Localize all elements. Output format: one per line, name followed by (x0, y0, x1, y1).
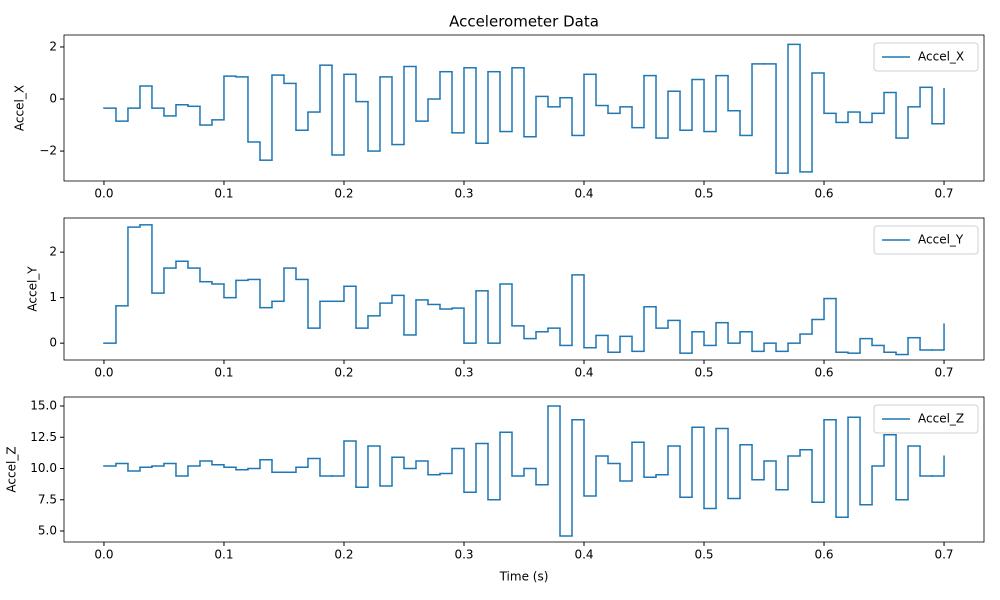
x-tick-label: 0.0 (94, 366, 113, 380)
x-tick-label: 0.1 (214, 366, 233, 380)
plot-frame (63, 217, 985, 361)
x-tick-label: 0.0 (94, 548, 113, 562)
x-tick-label: 0.7 (934, 187, 953, 201)
x-tick-label: 0.3 (454, 187, 473, 201)
y-axis-label: Accel_Z (5, 446, 19, 492)
y-axis-label: Accel_Y (26, 266, 40, 312)
x-tick-label: 0.2 (334, 187, 353, 201)
y-tick-label: 12.5 (30, 430, 57, 444)
y-tick-label: 0 (49, 92, 57, 106)
y-tick-label: 5.0 (38, 524, 57, 538)
y-tick-label: 1 (49, 290, 57, 304)
x-tick-label: 0.2 (334, 366, 353, 380)
plot-frame (63, 396, 985, 543)
x-tick-label: 0.4 (574, 548, 593, 562)
y-tick-label: 15.0 (30, 399, 57, 413)
legend-label: Accel_X (918, 50, 964, 64)
x-tick-label: 0.6 (814, 187, 833, 201)
x-tick-label: 0.7 (934, 548, 953, 562)
x-tick-label: 0.4 (574, 187, 593, 201)
x-tick-label: 0.3 (454, 548, 473, 562)
legend-box (873, 42, 979, 72)
x-tick-label: 0.7 (934, 366, 953, 380)
x-tick-label: 0.5 (694, 548, 713, 562)
legend-box (873, 225, 979, 255)
y-axis-label: Accel_X (13, 85, 27, 131)
y-tick-label: 0 (49, 336, 57, 350)
x-tick-label: 0.1 (214, 548, 233, 562)
x-tick-label: 0.4 (574, 366, 593, 380)
x-axis-label: Time (s) (499, 570, 549, 584)
chart-title: Accelerometer Data (449, 13, 599, 31)
legend-label: Accel_Z (918, 412, 964, 426)
x-tick-label: 0.5 (694, 187, 713, 201)
y-tick-label: 2 (49, 245, 57, 259)
x-tick-label: 0.0 (94, 187, 113, 201)
plot-frame (63, 34, 985, 182)
y-tick-label: 10.0 (30, 461, 57, 475)
x-tick-label: 0.2 (334, 548, 353, 562)
x-tick-label: 0.6 (814, 366, 833, 380)
y-tick-label: −2 (39, 144, 57, 158)
y-tick-label: 7.5 (38, 492, 57, 506)
x-tick-label: 0.3 (454, 366, 473, 380)
x-tick-label: 0.1 (214, 187, 233, 201)
legend-box (873, 404, 979, 434)
x-tick-label: 0.6 (814, 548, 833, 562)
y-tick-label: 2 (49, 39, 57, 53)
legend-label: Accel_Y (918, 233, 964, 247)
x-tick-label: 0.5 (694, 366, 713, 380)
